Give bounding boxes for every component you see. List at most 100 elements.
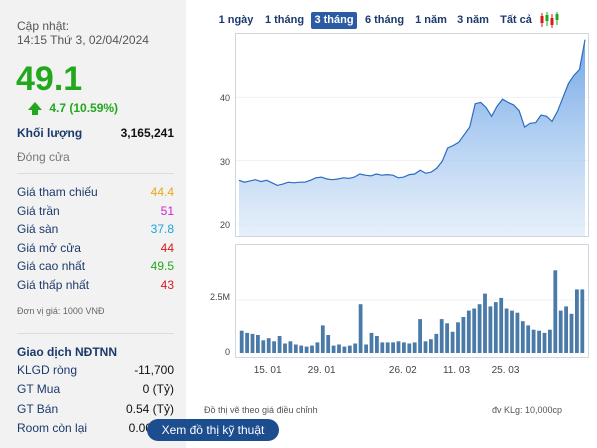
foreign-label: Room còn lại	[17, 420, 88, 435]
tab-6-months[interactable]: 6 tháng	[364, 14, 405, 26]
volume-bar	[250, 333, 255, 353]
chart-area: 1 ngày 1 tháng 3 tháng 6 tháng 1 năm 3 n…	[186, 0, 597, 448]
stat-label: Giá trần	[17, 203, 60, 218]
volume-bar	[380, 342, 385, 353]
divider	[17, 333, 174, 334]
volume-bar	[353, 343, 358, 353]
volume-bar	[266, 338, 271, 353]
volume-bar	[434, 333, 439, 353]
volume-bar	[402, 342, 406, 353]
y-tick-2-5m: 2.5M	[209, 292, 230, 302]
price-chart-panel	[235, 33, 589, 237]
price-change-value: 4.7 (10.59%)	[49, 101, 119, 115]
volume-bar	[450, 331, 455, 353]
foreign-value: -11,700	[134, 363, 174, 377]
volume-row: Khối lượng 3,165,241	[17, 126, 174, 140]
stat-row: Giá sàn 37.8	[17, 222, 174, 236]
volume-bar	[575, 289, 579, 353]
volume-bar	[396, 341, 401, 353]
volume-bar	[477, 304, 482, 353]
y-tick-20: 20	[219, 220, 230, 230]
stat-row: Giá tham chiếu 44.4	[17, 185, 174, 199]
volume-bar	[310, 345, 314, 353]
stat-value: 44	[160, 240, 174, 255]
y-tick-40: 40	[219, 93, 230, 103]
volume-bar	[245, 332, 249, 353]
price-area	[239, 39, 585, 237]
volume-bar	[537, 330, 541, 353]
stat-value: 44.4	[150, 185, 174, 199]
stock-summary-panel: Cập nhật: 14:15 Thứ 3, 02/04/2024 49.1 4…	[0, 0, 186, 448]
stat-label: Giá sàn	[17, 222, 59, 237]
volume-bar	[412, 342, 417, 353]
foreign-row: GT Bán 0.54 (Tỷ)	[17, 402, 174, 416]
volume-bar	[277, 336, 282, 353]
foreign-value: 0 (Tỷ)	[142, 382, 174, 397]
volume-chart	[236, 270, 588, 353]
volume-bar	[239, 330, 244, 353]
x-tick-label: 29. 01	[307, 365, 336, 376]
volume-bar	[283, 343, 287, 353]
volume-bar	[445, 323, 449, 353]
foreign-trading-title: Giao dịch NĐTNN	[17, 345, 118, 359]
volume-bar	[256, 335, 260, 353]
foreign-label: GT Mua	[17, 382, 61, 397]
volume-label: Khối lượng	[17, 126, 83, 140]
volume-bar	[375, 336, 379, 353]
volume-bar	[493, 302, 498, 353]
foreign-row: GT Mua 0 (Tỷ)	[17, 382, 174, 396]
price-chart	[236, 39, 588, 237]
market-status: Đóng cửa	[17, 150, 70, 164]
foreign-row: KLGD ròng -11,700	[17, 363, 174, 377]
candlestick-icon[interactable]	[539, 11, 559, 29]
volume-bar	[293, 344, 298, 353]
volume-bar	[385, 342, 390, 353]
tab-1-day[interactable]: 1 ngày	[218, 14, 254, 26]
stat-row: Giá cao nhất 49.5	[17, 259, 174, 273]
view-technical-chart-button[interactable]: Xem đồ thị kỹ thuật	[147, 419, 279, 441]
adjusted-price-note: Đồ thị vẽ theo giá điều chỉnh	[204, 405, 318, 415]
time-range-tabs: 1 ngày 1 tháng 3 tháng 6 tháng 1 năm 3 n…	[186, 12, 597, 30]
volume-bar	[364, 344, 368, 353]
volume-bar	[548, 329, 552, 353]
foreign-label: GT Bán	[17, 401, 59, 416]
volume-bar	[407, 343, 412, 353]
tab-all[interactable]: Tất cả	[500, 14, 532, 26]
update-time: 14:15 Thứ 3, 02/04/2024	[17, 33, 149, 47]
x-tick-label: 11. 03	[442, 365, 471, 376]
volume-bar	[520, 321, 525, 353]
tab-3-months[interactable]: 3 tháng	[311, 12, 357, 29]
volume-bar	[429, 339, 433, 353]
volume-bar	[391, 342, 395, 353]
stat-row: Giá mở cửa 44	[17, 241, 174, 255]
y-tick-0: 0	[224, 347, 230, 357]
volume-bar	[456, 322, 460, 353]
stat-value: 49.5	[150, 259, 174, 274]
volume-bar	[526, 325, 531, 353]
stat-value: 37.8	[150, 222, 174, 237]
volume-bar	[315, 342, 320, 353]
update-label: Cập nhật:	[17, 19, 70, 33]
foreign-value: 0.54 (Tỷ)	[125, 401, 174, 416]
tab-1-month[interactable]: 1 tháng	[264, 14, 305, 26]
x-tick-label: 15. 01	[253, 365, 282, 376]
volume-bar	[483, 293, 487, 353]
divider	[17, 173, 174, 174]
tab-3-years[interactable]: 3 năm	[457, 14, 489, 26]
volume-bar	[288, 341, 293, 353]
volume-bar	[499, 297, 504, 353]
volume-bar	[472, 308, 477, 353]
volume-bar	[510, 310, 514, 353]
volume-bar	[418, 319, 422, 353]
price-line	[238, 39, 586, 187]
volume-bar	[423, 341, 428, 353]
volume-chart-panel	[235, 244, 589, 358]
stat-label: Giá thấp nhất	[17, 278, 90, 292]
update-info: Cập nhật: 14:15 Thứ 3, 02/04/2024	[17, 19, 149, 47]
volume-bar	[542, 332, 547, 353]
stat-value: 43	[160, 278, 174, 292]
volume-bar	[320, 325, 325, 353]
tab-1-year[interactable]: 1 năm	[415, 14, 447, 26]
volume-bar	[326, 335, 331, 353]
volume-bar	[558, 310, 563, 353]
